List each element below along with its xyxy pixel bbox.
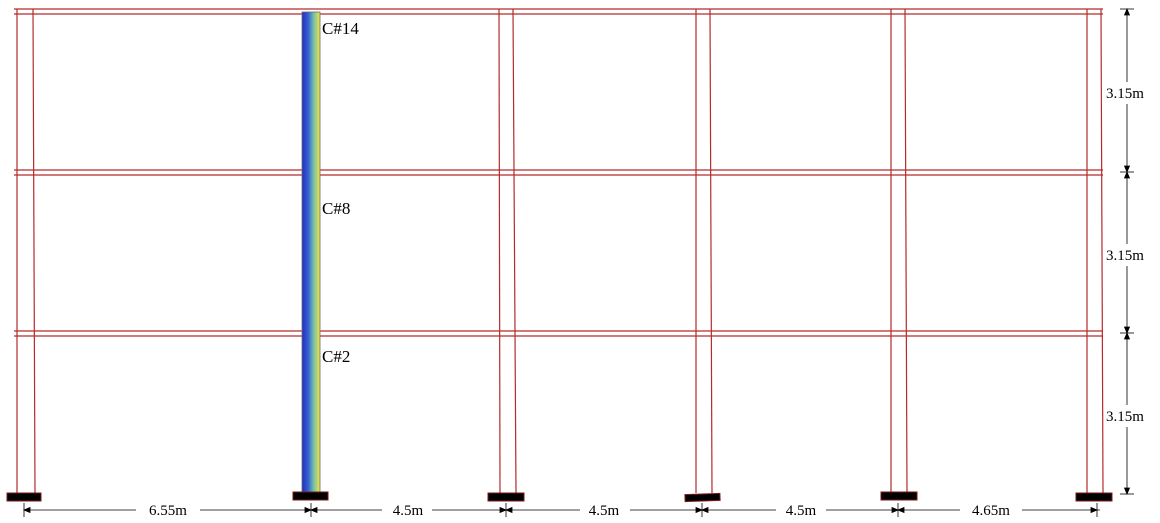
story-height-label-2: 3.15m bbox=[1106, 248, 1144, 264]
support-4 bbox=[684, 492, 721, 503]
bay-width-label-1: 6.55m bbox=[149, 503, 187, 519]
columns bbox=[16, 8, 1104, 494]
beams bbox=[14, 8, 1103, 337]
support-5 bbox=[880, 491, 918, 501]
column-label-c2: C#2 bbox=[322, 347, 350, 366]
story-height-label-3: 3.15m bbox=[1106, 86, 1144, 102]
highlighted-column bbox=[301, 11, 321, 495]
bay-dimension-line bbox=[22, 503, 1100, 517]
column-6 bbox=[1086, 8, 1104, 494]
bay-width-label-4: 4.5m bbox=[786, 503, 817, 519]
story-height-label-1: 3.15m bbox=[1106, 409, 1144, 425]
bay-width-label-2: 4.5m bbox=[393, 503, 424, 519]
bay-width-label-3: 4.5m bbox=[589, 503, 620, 519]
bay-width-label-5: 4.65m bbox=[972, 503, 1010, 519]
column-label-c8: C#8 bbox=[322, 199, 350, 218]
column-4 bbox=[695, 8, 713, 494]
support-3 bbox=[487, 492, 525, 502]
column-3 bbox=[498, 8, 517, 494]
column-label-c14: C#14 bbox=[322, 19, 359, 38]
support-2 bbox=[292, 491, 329, 501]
column-1 bbox=[16, 8, 36, 494]
column-5 bbox=[890, 8, 908, 494]
support-1 bbox=[6, 492, 42, 502]
supports bbox=[6, 491, 1113, 503]
support-6 bbox=[1075, 492, 1113, 502]
